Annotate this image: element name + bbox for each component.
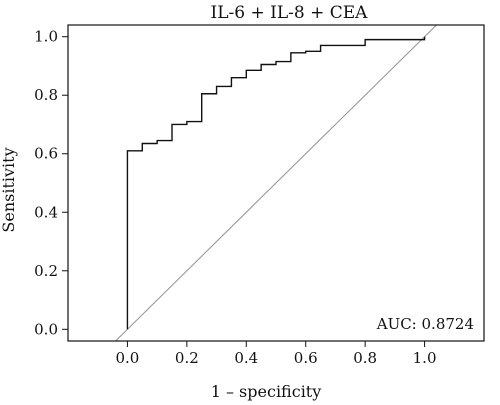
y-axis-label: Sensitivity xyxy=(0,147,18,232)
y-axis: 0.0 0.2 0.4 0.6 0.8 1.0 xyxy=(34,28,68,338)
chart-title: IL-6 + IL-8 + CEA xyxy=(211,3,369,23)
reference-diagonal xyxy=(114,25,438,341)
x-tick-label: 0.4 xyxy=(234,349,258,367)
plot-frame xyxy=(67,24,485,342)
roc-curve-series-0 xyxy=(126,36,426,330)
x-tick-label: 0.8 xyxy=(353,349,377,367)
y-tick-label: 0.6 xyxy=(34,145,58,163)
x-tick-label: 1.0 xyxy=(413,349,437,367)
auc-annotation: AUC: 0.8724 xyxy=(376,315,474,333)
x-axis-label: 1 – specificity xyxy=(211,382,322,401)
x-tick-label: 0.2 xyxy=(175,349,199,367)
y-tick-label: 0.8 xyxy=(34,86,58,104)
x-tick-label: 0.6 xyxy=(294,349,318,367)
y-tick-label: 0.0 xyxy=(34,320,58,338)
x-axis: 0.0 0.2 0.4 0.6 0.8 1.0 xyxy=(115,341,437,367)
y-tick-label: 0.2 xyxy=(34,262,58,280)
x-tick-label: 0.0 xyxy=(115,349,139,367)
y-tick-label: 0.4 xyxy=(34,203,58,221)
y-tick-label: 1.0 xyxy=(34,28,58,46)
